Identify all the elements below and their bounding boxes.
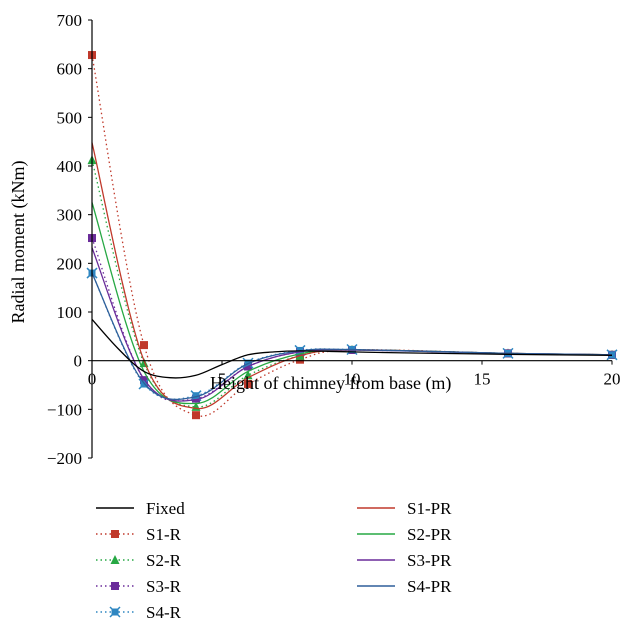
legend-item-s4-r: S4-R xyxy=(96,603,182,622)
y-tick-label: −200 xyxy=(47,449,82,468)
y-tick-label: −100 xyxy=(47,400,82,419)
plot-area xyxy=(86,51,618,420)
legend-item-s2-r: S2-R xyxy=(96,551,182,570)
y-tick-label: 400 xyxy=(57,157,83,176)
legend-item-s1-r: S1-R xyxy=(96,525,182,544)
legend-marker xyxy=(109,606,121,618)
legend-label: S4-R xyxy=(146,603,182,622)
x-tick-label: 10 xyxy=(344,370,361,389)
legend-marker xyxy=(111,530,119,538)
y-tick-label: 0 xyxy=(74,352,83,371)
y-tick-label: 300 xyxy=(57,206,83,225)
legend-label: S4-PR xyxy=(407,577,452,596)
data-point-s1-r xyxy=(192,411,200,420)
legend-item-s2-pr: S2-PR xyxy=(357,525,452,544)
y-tick-label: 700 xyxy=(57,11,83,30)
legend-item-s4-pr: S4-PR xyxy=(357,577,452,596)
legend-label: S1-PR xyxy=(407,499,452,518)
x-tick-label: 20 xyxy=(604,370,620,389)
legend-item-s3-pr: S3-PR xyxy=(357,551,452,570)
y-axis-title: Radial moment (kNm) xyxy=(8,161,29,324)
y-tick-label: 100 xyxy=(57,303,83,322)
x-tick-label: 5 xyxy=(218,370,227,389)
tick-labels: −200 −100 0 100 200 300 400 500 600 700 0 5 10 15 20 xyxy=(47,11,620,468)
y-tick-label: 600 xyxy=(57,60,83,79)
series-line-fixed xyxy=(91,318,613,379)
legend-label: Fixed xyxy=(146,499,185,518)
y-tick-label: 500 xyxy=(57,108,83,127)
legend: Fixed S1-R S2-R S3-R S4-R S1-PR S2-PR S3-PR S4-P… xyxy=(96,499,452,622)
data-point-s1-r xyxy=(140,341,148,350)
legend-label: S1-R xyxy=(146,525,182,544)
x-axis-title: Height of chimney from base (m) xyxy=(210,373,451,394)
x-tick-label: 0 xyxy=(88,370,97,389)
axes xyxy=(88,19,613,459)
legend-label: S2-PR xyxy=(407,525,452,544)
legend-item-s3-r: S3-R xyxy=(96,577,182,596)
legend-item-fixed: Fixed xyxy=(96,499,185,518)
series-line-s4-pr xyxy=(91,272,613,401)
legend-marker xyxy=(111,582,119,590)
legend-marker xyxy=(110,555,120,564)
legend-item-s1-pr: S1-PR xyxy=(357,499,452,518)
legend-label: S2-R xyxy=(146,551,182,570)
x-tick-label: 15 xyxy=(474,370,491,389)
y-tick-label: 200 xyxy=(57,254,83,273)
legend-label: S3-R xyxy=(146,577,182,596)
legend-label: S3-PR xyxy=(407,551,452,570)
data-point-s1-r xyxy=(244,380,252,389)
